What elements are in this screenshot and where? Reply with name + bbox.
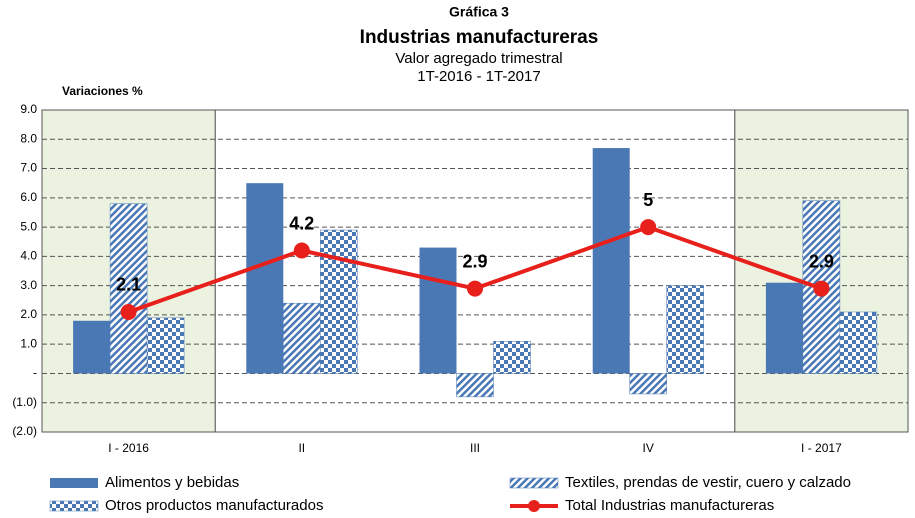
line-marker: [293, 242, 310, 259]
y-tick-label: (2.0): [12, 424, 37, 438]
y-tick-label: 6.0: [20, 190, 37, 204]
bar: [629, 373, 667, 395]
bar: [666, 285, 704, 374]
data-label: 2.1: [116, 275, 141, 295]
bar: [592, 148, 630, 374]
chart-subtitle: 1T-2016 - 1T-2017: [417, 68, 540, 85]
y-tick-label: 9.0: [20, 102, 37, 116]
chart-title: Gráfica 3: [449, 4, 509, 20]
data-label: 2.9: [462, 251, 487, 271]
y-tick-label: -: [33, 366, 37, 380]
y-tick-label: 4.0: [20, 249, 37, 263]
legend-swatch: [50, 478, 98, 488]
plot-frame: [41, 109, 909, 433]
bar: [493, 341, 531, 374]
legend-swatch: [49, 500, 99, 512]
legend-label: Alimentos y bebidas: [105, 474, 239, 491]
y-tick-label: (1.0): [12, 395, 37, 409]
chart-subtitle: Valor agregado trimestral: [395, 50, 562, 67]
y-tick-label: 8.0: [20, 131, 37, 145]
bar: [109, 203, 148, 374]
x-tick-label: IV: [643, 441, 654, 455]
bar: [765, 282, 803, 374]
line-marker: [120, 303, 137, 320]
bar: [246, 183, 284, 374]
bar: [320, 229, 358, 374]
x-tick-label: II: [298, 441, 305, 455]
y-tick-label: 7.0: [20, 161, 37, 175]
y-tick-label: 3.0: [20, 278, 37, 292]
bar: [283, 302, 321, 374]
legend-label: Total Industrias manufactureras: [565, 497, 774, 514]
y-tick-label: 1.0: [20, 336, 37, 350]
bar: [146, 317, 185, 374]
legend-swatch: [528, 500, 540, 512]
data-label: 5: [643, 190, 653, 210]
x-tick-label: III: [470, 441, 480, 455]
y-tick-label: 2.0: [20, 307, 37, 321]
bar: [456, 373, 494, 398]
line-marker: [813, 280, 830, 297]
bar: [419, 247, 457, 374]
x-tick-label: I - 2016: [108, 441, 149, 455]
y-tick-label: 5.0: [20, 219, 37, 233]
chart-subtitle: Industrias manufactureras: [360, 27, 599, 48]
x-tick-label: I - 2017: [801, 441, 842, 455]
data-label: 4.2: [289, 213, 314, 233]
legend-swatch: [509, 477, 559, 489]
bar: [73, 320, 111, 374]
line-marker: [467, 280, 483, 297]
bar: [839, 311, 878, 374]
data-label: 2.9: [809, 251, 834, 271]
y-axis-label: Variaciones %: [62, 84, 143, 98]
legend-label: Otros productos manufacturados: [105, 497, 323, 514]
line-marker: [640, 219, 657, 236]
legend-label: Textiles, prendas de vestir, cuero y cal…: [565, 474, 851, 491]
